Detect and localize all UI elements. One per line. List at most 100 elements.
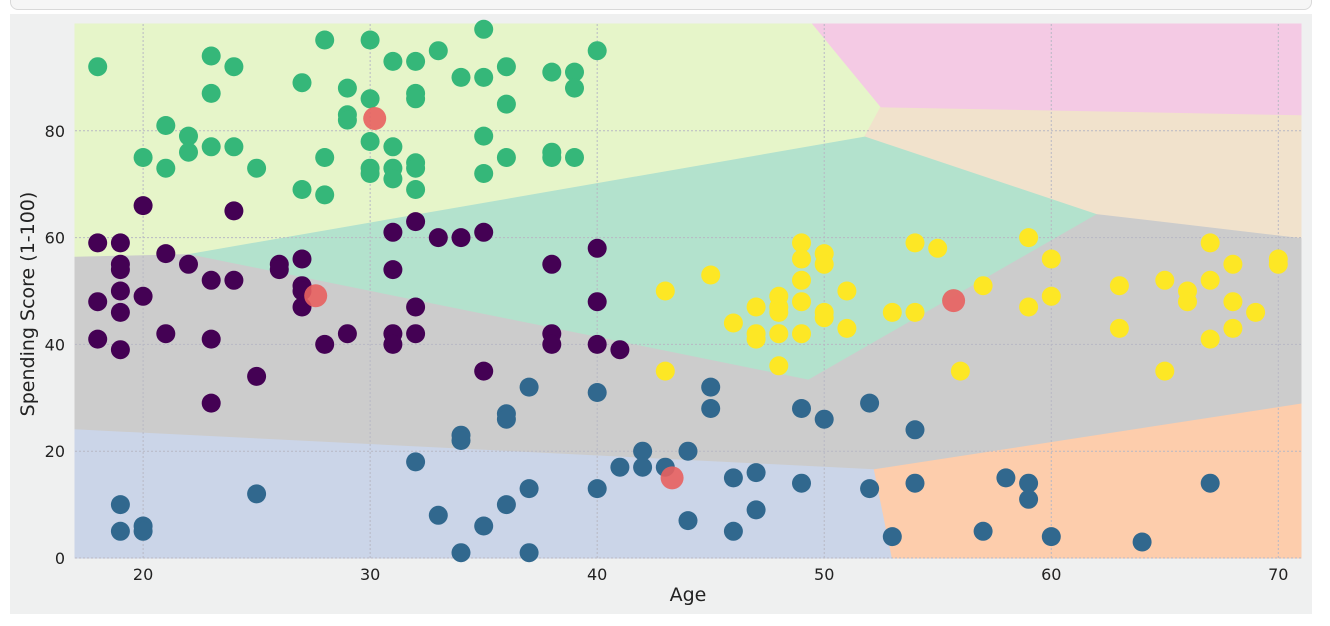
cluster-3-point-40 [973, 521, 993, 541]
cluster-1-point-13 [292, 73, 312, 93]
cluster-3-point-42 [1019, 473, 1039, 493]
cluster-4-point-13 [792, 233, 811, 253]
cluster-1-point-3 [156, 158, 176, 178]
cluster-1-point-35 [406, 180, 426, 199]
cluster-3-point-26 [701, 377, 721, 397]
cluster-2-point-30 [383, 260, 403, 280]
x-tick-label-60: 60 [1041, 565, 1061, 584]
cluster-3-point-25 [678, 511, 698, 531]
cluster-3-point-38 [905, 420, 925, 440]
cluster-2-point-37 [451, 228, 471, 248]
cluster-1-point-40 [474, 126, 494, 146]
cluster-2-point-44 [587, 292, 607, 312]
cluster-region-7 [811, 23, 1302, 116]
cluster-3-point-27 [701, 399, 721, 418]
cluster-2-point-2 [88, 292, 108, 312]
cluster-1-point-47 [542, 148, 562, 167]
cluster-4-point-17 [792, 324, 811, 344]
cluster-2-point-19 [224, 270, 244, 290]
cluster-3-point-15 [519, 377, 539, 397]
scatter-chart: 20 30 40 50 60 70 0 20 40 60 80 Age Spending Scor… [17, 19, 1302, 606]
cluster-3-point-32 [792, 399, 811, 418]
cluster-2-point-3 [88, 329, 108, 349]
cluster-1-point-18 [337, 78, 357, 98]
window-top-strip [10, 0, 1312, 10]
cluster-3-point-44 [1041, 527, 1061, 547]
x-tick-label-40: 40 [587, 565, 607, 584]
cluster-3-point-33 [792, 473, 811, 493]
cluster-3-point-10 [451, 543, 471, 563]
cluster-4-point-2 [655, 361, 675, 381]
cluster-4-point-37 [1155, 361, 1175, 381]
centroid-point-2 [304, 284, 328, 308]
cluster-3-point-2 [110, 521, 130, 541]
x-axis-label: Age [670, 584, 707, 606]
cluster-3-point-17 [519, 543, 539, 563]
cluster-4-point-12 [769, 356, 789, 376]
cluster-1-point-25 [360, 164, 380, 183]
cluster-2-point-14 [179, 254, 198, 274]
cluster-3-point-43 [1019, 489, 1039, 509]
x-tick-label-70: 70 [1268, 565, 1288, 584]
cluster-2-point-22 [269, 260, 289, 280]
cluster-3-point-11 [474, 516, 494, 536]
cluster-1-point-20 [337, 110, 357, 130]
cluster-4-point-48 [1268, 254, 1288, 274]
cluster-1-point-43 [496, 94, 516, 114]
cluster-2-point-32 [383, 334, 403, 354]
cluster-1-point-1 [88, 57, 108, 77]
cluster-1-point-39 [474, 67, 494, 87]
cluster-4-point-34 [1109, 276, 1129, 296]
y-axis-label: Spending Score (1-100) [17, 192, 39, 417]
cluster-3-point-19 [587, 479, 607, 499]
cluster-1-point-37 [451, 67, 471, 87]
cluster-3-point-14 [496, 495, 516, 515]
cluster-2-point-6 [110, 260, 130, 280]
cluster-3-point-6 [406, 452, 426, 472]
cluster-2-point-36 [428, 228, 448, 248]
cluster-1-point-48 [565, 62, 584, 82]
cluster-1-point-12 [247, 158, 267, 178]
cluster-3-point-4 [133, 521, 153, 541]
cluster-1-point-34 [406, 158, 426, 178]
cluster-2-point-16 [201, 329, 221, 349]
cluster-1-point-5 [179, 126, 198, 146]
cluster-1-point-8 [201, 83, 221, 103]
cluster-4-point-14 [792, 249, 811, 269]
cluster-1-point-41 [474, 164, 494, 183]
cluster-4-point-44 [1223, 292, 1243, 312]
cluster-1-point-23 [360, 132, 380, 151]
cluster-3-point-46 [1200, 473, 1220, 493]
cluster-4-point-26 [905, 302, 925, 322]
cluster-1-point-29 [383, 169, 403, 189]
cluster-1-point-6 [179, 142, 198, 162]
cluster-3-point-1 [110, 495, 130, 515]
cluster-1-point-2 [133, 148, 153, 167]
cluster-2-point-13 [156, 324, 176, 344]
cluster-4-point-19 [814, 254, 834, 274]
cluster-4-point-42 [1200, 329, 1220, 349]
cluster-4-point-16 [792, 292, 811, 312]
cluster-4-point-10 [769, 302, 789, 322]
cluster-4-point-21 [814, 308, 834, 328]
cluster-1-point-16 [315, 148, 335, 167]
cluster-2-point-23 [292, 249, 312, 269]
cluster-4-point-31 [1019, 297, 1039, 317]
cluster-2-point-34 [406, 297, 426, 317]
y-axis-ticks: 0 20 40 60 80 [45, 122, 65, 568]
cluster-3-point-31 [746, 500, 766, 520]
cluster-3-point-45 [1132, 532, 1152, 552]
cluster-2-point-46 [610, 340, 630, 360]
y-tick-label-40: 40 [45, 335, 65, 354]
cluster-3-point-36 [860, 479, 880, 499]
cluster-1-point-14 [292, 180, 312, 199]
cluster-3-point-20 [610, 457, 630, 477]
cluster-4-point-22 [837, 281, 857, 301]
cluster-4-point-5 [746, 297, 766, 317]
centroid-point-4 [942, 289, 966, 313]
cluster-3-point-9 [451, 431, 471, 450]
cluster-1-point-26 [383, 51, 403, 71]
cluster-3-point-21 [633, 441, 653, 461]
cluster-3-point-16 [519, 479, 539, 499]
cluster-1-point-7 [201, 46, 221, 66]
